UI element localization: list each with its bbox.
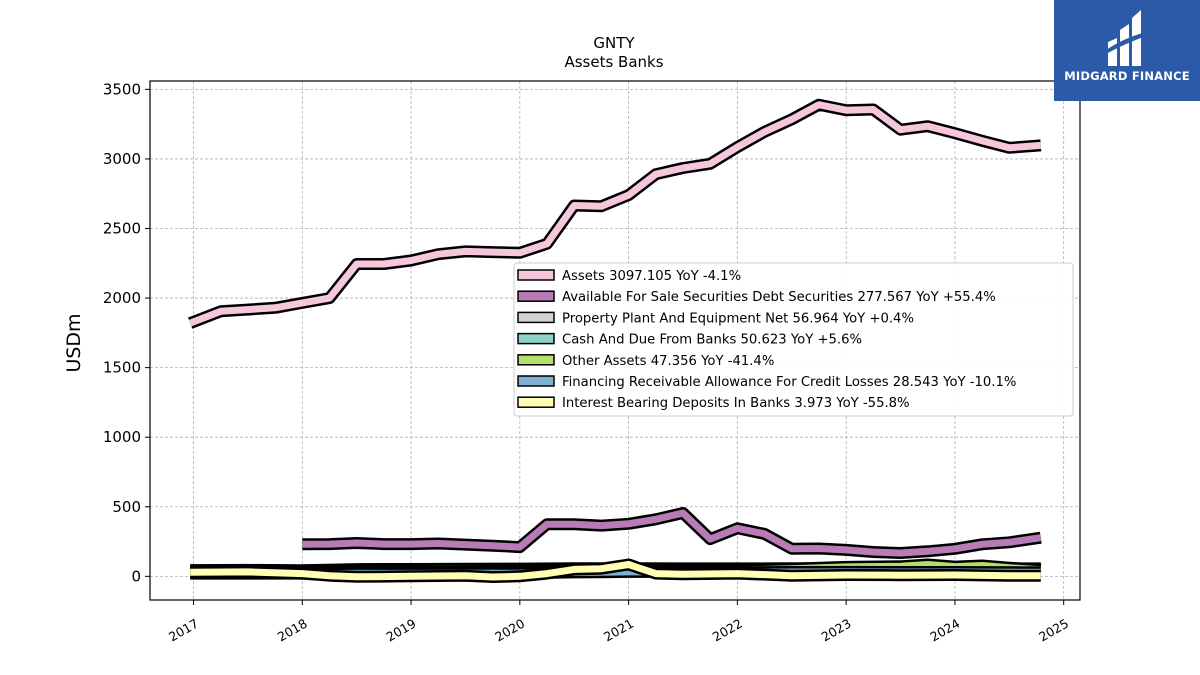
y-tick-label: 1500 xyxy=(103,359,141,377)
brand-logo: MIDGARD FINANCE xyxy=(1054,0,1200,101)
legend-entry: Interest Bearing Deposits In Banks 3.973… xyxy=(562,396,910,411)
x-tick-label: 2023 xyxy=(819,616,854,645)
x-tick-label: 2019 xyxy=(384,616,419,645)
y-tick-label: 3000 xyxy=(103,150,141,168)
legend-swatch xyxy=(517,311,555,324)
chart-title: GNTY xyxy=(593,34,635,52)
series-layer xyxy=(188,98,1042,583)
x-tick-label: 2021 xyxy=(601,616,636,645)
x-tick-label: 2025 xyxy=(1036,616,1071,645)
x-tick-label: 2017 xyxy=(166,616,201,645)
legend-entry: Assets 3097.105 YoY -4.1% xyxy=(562,269,741,284)
series-line-6 xyxy=(190,561,1041,581)
y-tick-label: 0 xyxy=(131,567,141,585)
legend-swatch xyxy=(517,354,555,366)
legend-entry: Other Assets 47.356 YoY -41.4% xyxy=(562,354,774,369)
x-tick-label: 2022 xyxy=(710,616,745,645)
x-tick-label: 2024 xyxy=(927,616,962,645)
legend-swatch xyxy=(517,396,555,408)
legend-swatch xyxy=(517,332,555,345)
midgard-logo-icon xyxy=(1106,10,1146,66)
y-axis-label: USDm xyxy=(63,313,85,372)
x-tick-label: 2020 xyxy=(492,616,527,645)
legend-entry: Financing Receivable Allowance For Credi… xyxy=(562,375,1016,390)
legend-swatch xyxy=(517,375,555,387)
y-tick-label: 2000 xyxy=(103,289,141,307)
legend-swatch xyxy=(517,269,555,281)
y-tick-label: 2500 xyxy=(103,219,141,237)
x-tick-label: 2018 xyxy=(275,616,310,645)
plot-frame xyxy=(149,80,1081,601)
chart-subtitle: Assets Banks xyxy=(564,53,663,71)
legend-box xyxy=(513,262,1074,417)
legend-entry: Cash And Due From Banks 50.623 YoY +5.6% xyxy=(562,333,862,348)
series-line-0 xyxy=(188,101,1042,327)
legend-swatch xyxy=(517,290,555,302)
series-line-1 xyxy=(302,509,1042,557)
legend-entry: Property Plant And Equipment Net 56.964 … xyxy=(562,311,914,326)
legend: Assets 3097.105 YoY -4.1% Available For S… xyxy=(513,262,1074,417)
y-tick-label: 500 xyxy=(112,498,141,516)
legend-entry: Available For Sale Securities Debt Secur… xyxy=(562,290,996,305)
y-tick-label: 1000 xyxy=(103,428,141,446)
brand-name: MIDGARD FINANCE xyxy=(1064,69,1190,83)
y-tick-label: 3500 xyxy=(103,80,141,98)
